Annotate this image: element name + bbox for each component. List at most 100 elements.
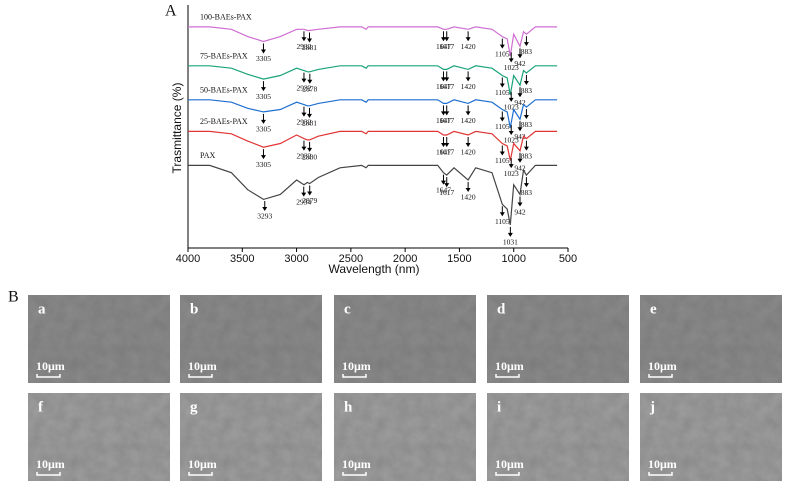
panel-label: B [8, 289, 19, 306]
arrow-head [517, 93, 523, 98]
panel-letter: i [497, 399, 501, 415]
sem-image: j 10μm [640, 393, 782, 481]
peak-label: 2932 [296, 42, 311, 51]
scale-bar-label: 10μm [648, 359, 677, 373]
peak-label: 3305 [256, 92, 271, 101]
peak-label: 1105 [495, 49, 510, 58]
spectrum-line [188, 99, 558, 128]
arrow-head [307, 147, 313, 152]
arrow-head [301, 146, 307, 151]
peak-label: 942 [514, 59, 526, 68]
arrow-head [517, 54, 523, 59]
arrow-head [508, 97, 514, 102]
arrow-head [517, 158, 523, 163]
sem-image: a 10μm [28, 295, 170, 383]
arrow-head [301, 112, 307, 117]
arrow-head [307, 79, 313, 84]
panel-letter: h [344, 399, 353, 415]
peak-label: 2878 [302, 84, 317, 93]
series-label: 25-BAEs-PAX [200, 117, 248, 126]
scale-bar-label: 10μm [342, 457, 371, 471]
arrow-head [301, 37, 307, 42]
peak-label: 1105 [495, 88, 510, 97]
x-tick-label: 2500 [339, 253, 363, 265]
arrow-head [507, 232, 513, 237]
peak-label: 942 [514, 207, 526, 216]
peak-label: 1023 [504, 103, 519, 112]
sem-image: f 10μm [28, 393, 170, 481]
peak-label: 1647 [436, 116, 451, 125]
peak-label: 2932 [296, 151, 311, 160]
arrow-head [301, 78, 307, 83]
image-texture [334, 393, 476, 481]
image-texture [28, 295, 170, 383]
peak-label: 2880 [302, 153, 317, 162]
peak-label: 883 [521, 188, 533, 197]
arrow-head [440, 111, 446, 116]
peak-label: 883 [521, 86, 533, 95]
arrow-head [444, 143, 450, 148]
arrow-head [260, 87, 266, 92]
peak-label: 1617 [439, 148, 454, 157]
peak-label: 1031 [503, 238, 518, 247]
arrow-head [499, 212, 505, 217]
panel-label: A [165, 3, 177, 20]
scale-bar-label: 10μm [36, 457, 65, 471]
arrow-head [440, 37, 446, 42]
peak-label: 1617 [439, 188, 454, 197]
panel-letter: e [650, 301, 657, 317]
sem-image: e 10μm [640, 295, 782, 383]
arrow-head [499, 117, 505, 122]
series-label: 50-BAEs-PAX [200, 86, 248, 95]
sem-image: c 10μm [334, 295, 476, 383]
arrow-head [523, 146, 529, 151]
arrow-head [523, 81, 529, 86]
arrow-head [260, 49, 266, 54]
peak-label: 942 [514, 132, 526, 141]
panel-letter: c [344, 301, 351, 317]
panel-letter: a [38, 301, 46, 317]
scale-bar-label: 10μm [648, 457, 677, 471]
peak-label: 3305 [256, 54, 271, 63]
scale-bar [36, 472, 61, 476]
peak-label: 3305 [256, 125, 271, 134]
image-texture [334, 295, 476, 383]
sem-image: b 10μm [180, 295, 322, 383]
scale-bar [188, 374, 213, 378]
spectrum-line [188, 164, 558, 226]
peak-label: 1105 [495, 217, 510, 226]
peak-label: 942 [514, 98, 526, 107]
peak-label: 883 [521, 47, 533, 56]
sem-image: d 10μm [487, 295, 629, 383]
image-texture [180, 295, 322, 383]
arrow-head [465, 143, 471, 148]
peak-label: 1420 [461, 193, 476, 202]
scale-bar [342, 374, 367, 378]
scale-bar [648, 374, 673, 378]
spectrum-line [188, 26, 558, 57]
panel-letter: b [190, 301, 198, 317]
arrow-head [260, 119, 266, 124]
arrow-head [260, 155, 266, 160]
peak-label: 3293 [257, 212, 272, 221]
peak-label: 1617 [439, 116, 454, 125]
image-texture [640, 295, 782, 383]
arrow-head [517, 127, 523, 132]
peak-label: 2932 [296, 117, 311, 126]
peak-label: 2881 [302, 43, 317, 52]
arrow-head [499, 151, 505, 156]
panel-letter: f [38, 399, 44, 415]
arrow-head [306, 38, 312, 43]
image-texture [487, 393, 629, 481]
spectrum-line [188, 130, 558, 161]
scale-bar [495, 374, 520, 378]
x-tick-label: 3000 [284, 253, 308, 265]
peak-label: 1420 [461, 116, 476, 125]
scale-bar-label: 10μm [495, 457, 524, 471]
sem-image: h 10μm [334, 393, 476, 481]
arrow-head [465, 111, 471, 116]
scale-bar [495, 472, 520, 476]
arrow-head [508, 58, 514, 63]
peak-label: 2932 [296, 83, 311, 92]
